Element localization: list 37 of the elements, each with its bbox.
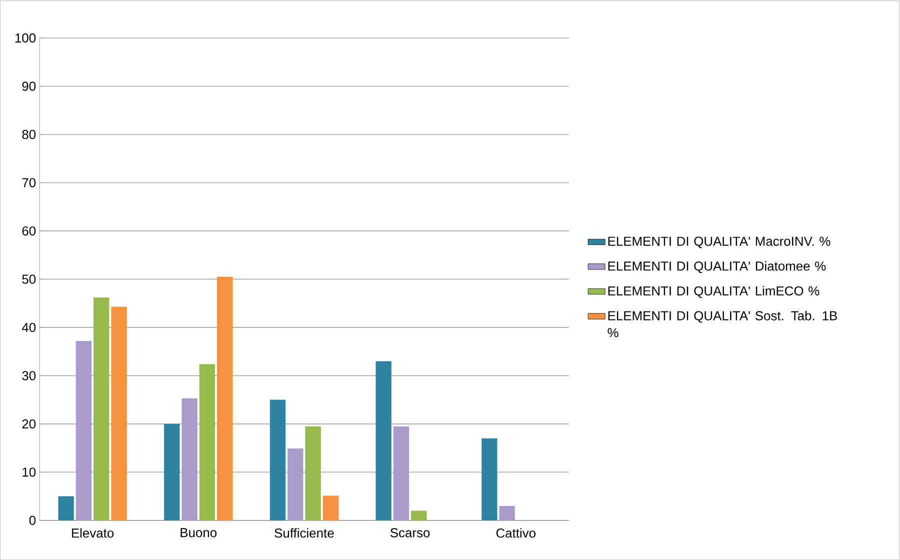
bar bbox=[411, 510, 427, 520]
legend-label: ELEMENTI DI QUALITA' Diatomee % bbox=[608, 261, 826, 274]
y-tick-label: 80 bbox=[22, 130, 36, 140]
bar bbox=[393, 426, 410, 520]
y-tick-label: 90 bbox=[22, 82, 36, 91]
x-tick-label: Buono bbox=[180, 528, 217, 538]
y-tick-label: 10 bbox=[22, 468, 36, 477]
bar bbox=[499, 506, 515, 520]
bar bbox=[376, 361, 392, 520]
y-tick-label: 0 bbox=[29, 516, 36, 525]
y-tick-label: 30 bbox=[22, 371, 36, 380]
y-tick-label: 40 bbox=[22, 322, 36, 332]
bar bbox=[164, 424, 180, 520]
bar bbox=[322, 496, 339, 520]
bar bbox=[288, 448, 304, 520]
x-tick-label: Scarso bbox=[390, 528, 430, 538]
bar bbox=[182, 398, 198, 520]
x-tick-label: Cattivo bbox=[496, 528, 536, 538]
bar bbox=[76, 340, 92, 520]
bar bbox=[305, 426, 321, 520]
bar bbox=[94, 298, 110, 520]
legend-label: ELEMENTI DI QUALITA' MacroINV. % bbox=[608, 236, 830, 248]
legend-label: ELEMENTI DI QUALITA' Sost. Tab. 1B % bbox=[608, 310, 837, 338]
x-tick-label: Elevato bbox=[72, 528, 114, 538]
bar bbox=[270, 400, 286, 520]
bar bbox=[199, 364, 216, 520]
y-tick-label: 20 bbox=[22, 419, 36, 428]
bar bbox=[111, 306, 127, 520]
y-tick-label: 70 bbox=[22, 178, 36, 188]
x-tick-label: Sufficiente bbox=[274, 528, 334, 538]
bar bbox=[482, 438, 498, 520]
bar bbox=[58, 496, 74, 520]
bar bbox=[217, 276, 233, 520]
y-tick-label: 50 bbox=[22, 274, 36, 284]
legend-label: ELEMENTI DI QUALITA' LimECO % bbox=[608, 286, 820, 298]
y-tick-label: 100 bbox=[15, 33, 36, 43]
y-tick-label: 60 bbox=[22, 226, 36, 236]
